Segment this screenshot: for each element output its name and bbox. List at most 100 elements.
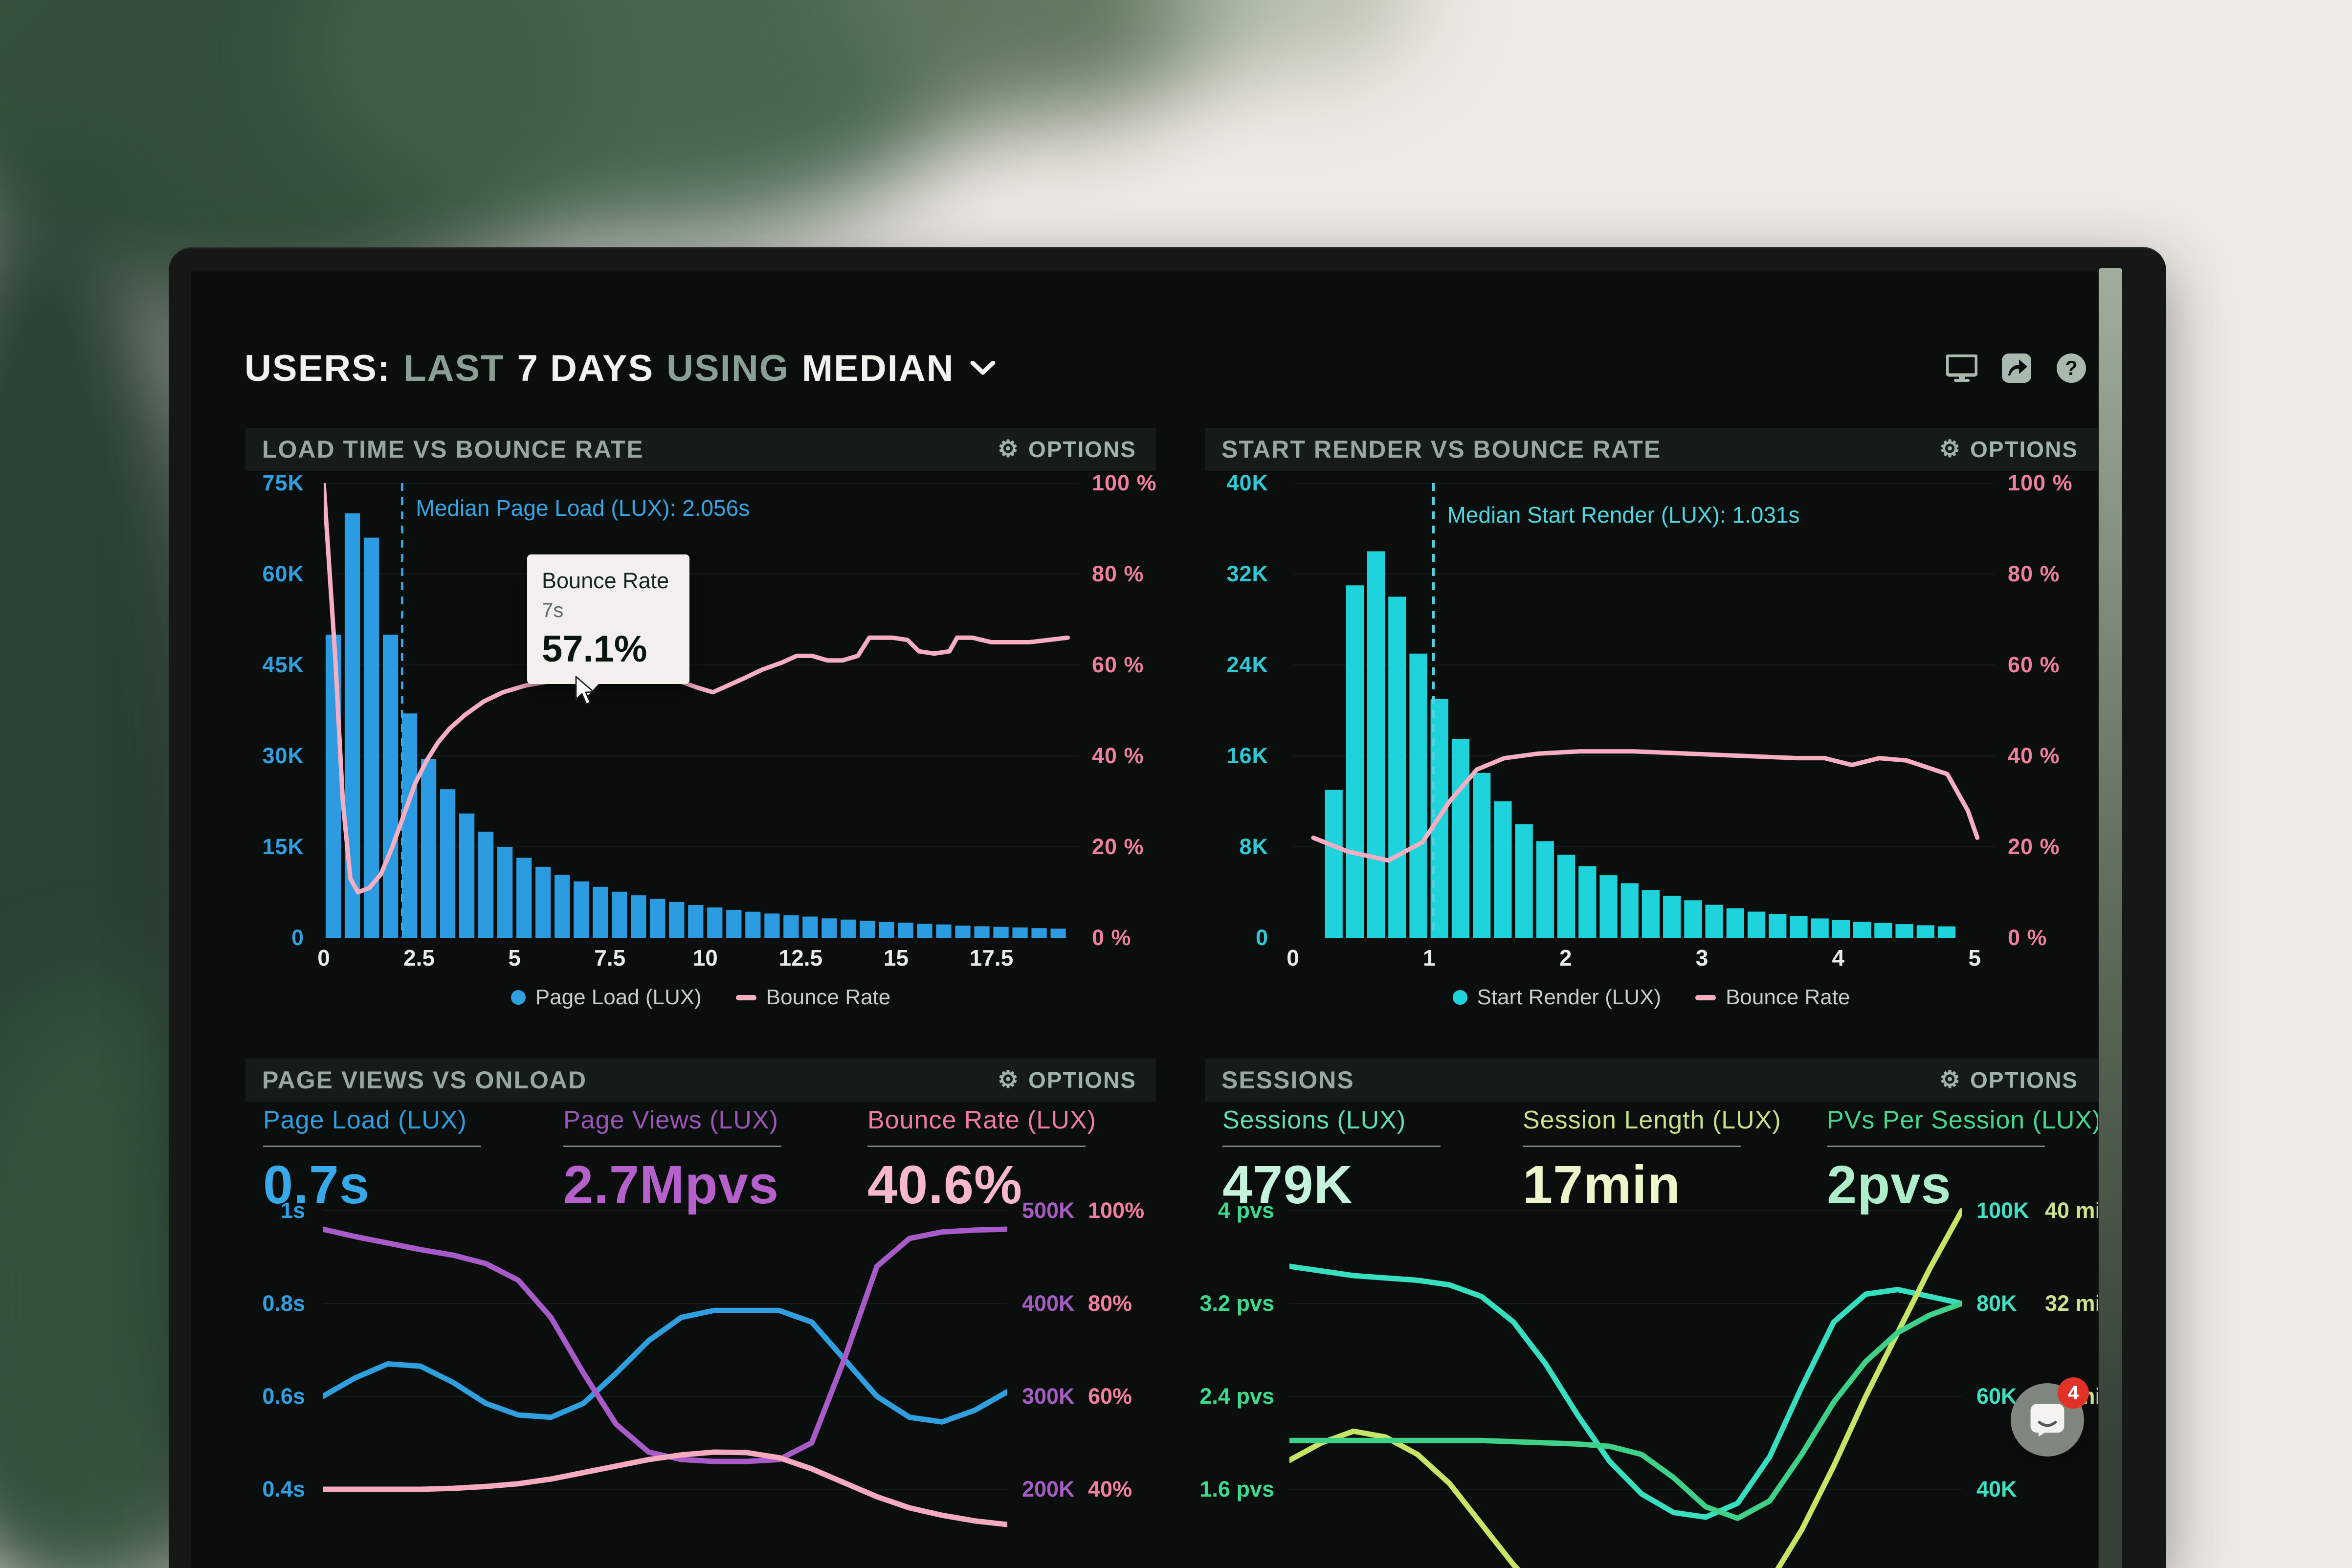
panel-header: SESSIONS ⚙ OPTIONS [1205, 1059, 2098, 1102]
x-axis: 0 2.5 5 7.5 10 12.5 15 17.5 [317, 945, 1079, 974]
metric-bounce-rate: Bounce Rate (LUX) 40.6% [867, 1105, 1097, 1216]
y-axis-left: 40K 32K 24K 16K 8K 0 [1205, 470, 1278, 950]
chart-plot[interactable] [1289, 1201, 1962, 1568]
y-axis-label: 400K [1022, 1291, 1075, 1316]
y-axis-label: 0 % [2008, 925, 2047, 950]
metric-rule [1827, 1146, 2045, 1147]
y-axis-label: 0 % [1092, 925, 1132, 950]
panel-title: START RENDER VS BOUNCE RATE [1221, 436, 1662, 463]
y-axis-right: 100 % 80 % 60 % 40 % 20 % 0 % [1085, 470, 1163, 950]
y-axis-label: 40 % [1092, 743, 1144, 768]
y-axis-label: 100 % [2008, 470, 2073, 495]
y-axis-label: 40 min [2045, 1198, 2098, 1223]
y-axis-label: 32 min [2045, 1291, 2098, 1316]
y-axis-label: 0.6s [262, 1384, 305, 1409]
x-axis-label: 0 [1287, 945, 1299, 971]
metric-value: 2.7Mpvs [563, 1155, 779, 1215]
gear-icon: ⚙ [997, 1067, 1020, 1093]
y-axis-label: 3.2 pvs [1199, 1291, 1274, 1316]
options-button[interactable]: ⚙ OPTIONS [995, 1066, 1139, 1094]
median-annotation: Median Start Render (LUX): 1.031s [1447, 502, 1800, 528]
panel-load-time-vs-bounce-rate: LOAD TIME VS BOUNCE RATE ⚙ OPTIONS 75K 60… [245, 428, 1156, 1059]
y-axis-left: 1s 0.8s 0.6s 0.4s [245, 1198, 309, 1568]
metric-rule [563, 1146, 781, 1147]
y-axis-label: 8K [1239, 834, 1268, 859]
gear-icon: ⚙ [997, 436, 1020, 462]
gear-icon: ⚙ [1939, 436, 1961, 462]
metric-label: Page Views (LUX) [563, 1106, 778, 1134]
y-axis-label: 4 pvs [1218, 1198, 1274, 1223]
metric-value: 40.6% [867, 1155, 1022, 1215]
x-axis-label: 3 [1695, 945, 1709, 971]
y-axis-label: 100% [1088, 1198, 1145, 1223]
laptop: USERS: LAST 7 DAYS USING MEDIAN ? LOAD TI [169, 247, 2166, 1568]
x-axis-label: 4 [1832, 945, 1845, 971]
title-part: USING [666, 347, 789, 389]
x-axis: 0 1 2 3 4 5 [1287, 945, 1995, 974]
toolbar-icons: ? [1946, 353, 2087, 383]
y-axis-label: 1.6 pvs [1199, 1477, 1274, 1502]
chart-canvas [1293, 483, 1995, 938]
y-axis-label: 2.4 pvs [1199, 1384, 1274, 1409]
title-part: USERS: [244, 347, 391, 389]
legend-item: Start Render (LUX) [1452, 985, 1661, 1010]
options-button[interactable]: ⚙ OPTIONS [1936, 436, 2081, 463]
legend-item: Bounce Rate [1695, 985, 1850, 1010]
tooltip-series: Bounce Rate [542, 568, 669, 593]
share-icon[interactable] [2001, 353, 2032, 383]
metric-rule [1523, 1146, 1741, 1147]
chevron-down-icon[interactable] [970, 361, 996, 375]
x-axis-label: 5 [1968, 945, 1981, 971]
mini-chart: 1s 0.8s 0.6s 0.4s 500K 100% 400K 80% 300K 60% 200… [245, 1198, 1156, 1568]
legend-label: Bounce Rate [1726, 985, 1850, 1009]
median-annotation: Median Page Load (LUX): 2.056s [416, 495, 750, 521]
y-axis-label: 32K [1226, 561, 1268, 586]
y-axis-label: 500K [1022, 1198, 1075, 1223]
dot-marker [1452, 990, 1467, 1005]
options-button[interactable]: ⚙ OPTIONS [995, 436, 1139, 463]
y-axis-left: 75K 60K 45K 30K 15K 0 [245, 470, 314, 950]
notification-badge: 4 [2058, 1377, 2089, 1409]
x-axis-label: 5 [508, 945, 521, 971]
y-axis-label: 100 % [1092, 470, 1157, 495]
help-icon[interactable]: ? [2056, 353, 2087, 383]
chart-plot[interactable]: Median Page Load (LUX): 2.056s Bounce Ra… [324, 483, 1079, 938]
y-axis-label: 80% [1088, 1291, 1132, 1316]
dash-marker [735, 994, 756, 1000]
y-axis-label: 40K [1226, 470, 1268, 495]
metric-value: 17min [1523, 1155, 1681, 1215]
metric-label: Sessions (LUX) [1222, 1106, 1406, 1134]
chat-bubble-icon [2030, 1404, 2064, 1437]
mini-chart: 4 pvs 3.2 pvs 2.4 pvs 1.6 pvs 100K 40 min 80K… [1199, 1198, 2098, 1568]
chart-canvas [323, 1210, 1007, 1527]
display-icon[interactable] [1946, 353, 1977, 383]
y-axis-label: 60 % [1092, 652, 1144, 677]
gear-icon: ⚙ [1939, 1067, 1961, 1093]
panel-sessions: SESSIONS ⚙ OPTIONS Sessions (LUX) 479K S… [1199, 1059, 2098, 1568]
chart-plot[interactable] [323, 1201, 1007, 1568]
y-axis-label: 60K [1976, 1384, 2017, 1409]
users-period-dropdown[interactable]: USERS: LAST 7 DAYS USING MEDIAN [244, 347, 996, 390]
metric-rule [1222, 1146, 1441, 1147]
y-axis-label: 100K [1976, 1198, 2029, 1223]
dashboard-screen: USERS: LAST 7 DAYS USING MEDIAN ? LOAD TI [191, 270, 2098, 1568]
y-axis-left: 4 pvs 3.2 pvs 2.4 pvs 1.6 pvs [1199, 1198, 1278, 1568]
x-axis-label: 1 [1423, 945, 1436, 971]
title-bar: USERS: LAST 7 DAYS USING MEDIAN ? [244, 339, 2087, 398]
options-label: OPTIONS [1028, 1067, 1136, 1093]
panel-title: LOAD TIME VS BOUNCE RATE [262, 436, 644, 463]
x-axis-label: 10 [692, 945, 718, 971]
options-button[interactable]: ⚙ OPTIONS [1936, 1066, 2081, 1094]
title-part: MEDIAN [801, 347, 954, 389]
panel-header: LOAD TIME VS BOUNCE RATE ⚙ OPTIONS [245, 428, 1156, 471]
chat-launcher-button[interactable]: 4 [2011, 1377, 2089, 1457]
y-axis-label: 80 % [2008, 561, 2060, 586]
metric-rule [867, 1146, 1086, 1147]
chart-legend: Page Load (LUX) Bounce Rate [245, 985, 1156, 1010]
chart-plot[interactable]: Median Start Render (LUX): 1.031s [1293, 483, 1995, 938]
x-axis-label: 2.5 [403, 945, 435, 971]
y-axis-label: 60% [1088, 1384, 1132, 1409]
panel-title: SESSIONS [1221, 1066, 1354, 1094]
y-axis-label: 75K [262, 470, 304, 495]
options-label: OPTIONS [1028, 437, 1136, 462]
